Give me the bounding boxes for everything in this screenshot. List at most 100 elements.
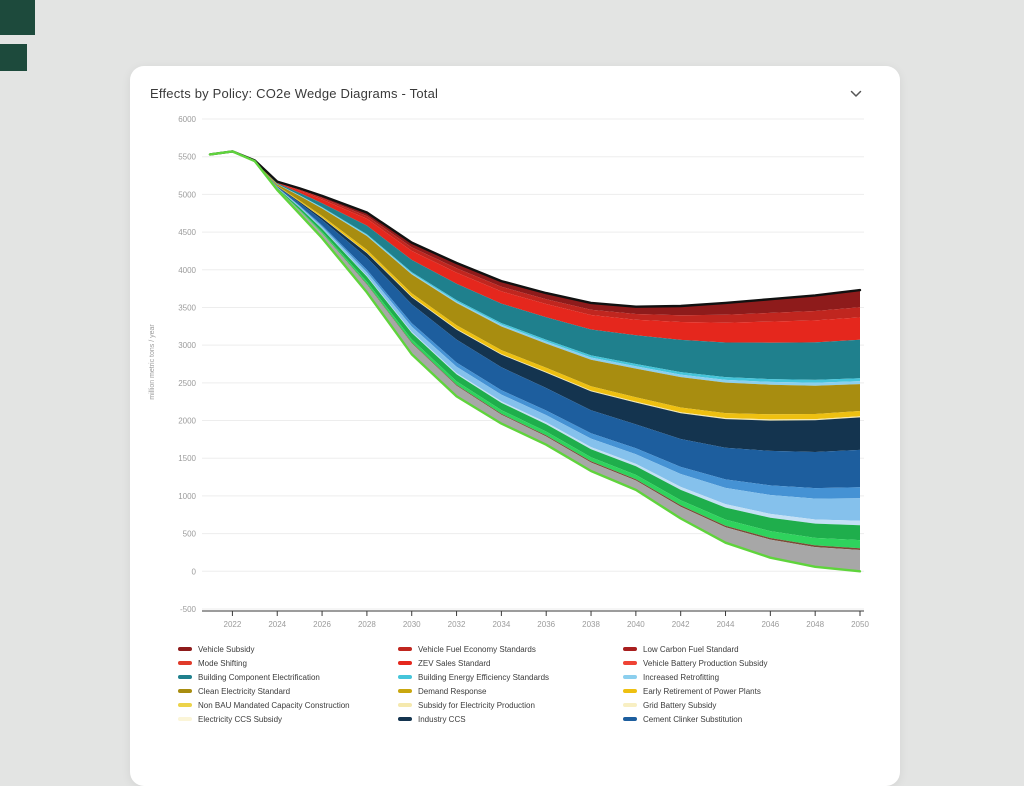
legend-label: Electricity CCS Subsidy: [198, 714, 283, 724]
x-tick-label: 2022: [224, 620, 242, 629]
y-tick-label: 3000: [178, 341, 196, 350]
y-tick-label: 4500: [178, 228, 196, 237]
legend-swatch: [398, 647, 412, 651]
y-tick-label: -500: [180, 605, 197, 614]
legend-swatch: [623, 703, 637, 707]
legend-item: Subsidy for Electricity Production: [398, 700, 623, 710]
decoration-square: [0, 0, 35, 35]
y-tick-label: 5500: [178, 153, 196, 162]
chevron-down-icon: [850, 90, 862, 97]
legend-label: Vehicle Subsidy: [198, 644, 255, 654]
legend-label: Building Component Electrification: [198, 672, 320, 682]
legend-label: Low Carbon Fuel Standard: [643, 644, 739, 654]
wedge-mode-shifting-zev-low-carbon-fuel-red-transport-band-: [210, 151, 860, 343]
legend-swatch: [623, 689, 637, 693]
legend-item: Low Carbon Fuel Standard: [623, 644, 888, 654]
x-tick-label: 2024: [268, 620, 286, 629]
legend-item: Grid Battery Subsidy: [623, 700, 888, 710]
legend-swatch: [623, 647, 637, 651]
legend-label: Subsidy for Electricity Production: [418, 700, 535, 710]
x-tick-label: 2030: [403, 620, 421, 629]
legend-label: Vehicle Battery Production Subsidy: [643, 658, 768, 668]
legend-item: Clean Electricity Standard: [178, 686, 398, 696]
legend-swatch: [178, 647, 192, 651]
legend-item: Increased Retrofitting: [623, 672, 888, 682]
legend-swatch: [178, 717, 192, 721]
legend-item: Building Component Electrification: [178, 672, 398, 682]
legend-swatch: [398, 717, 412, 721]
legend-item: Demand Response: [398, 686, 623, 696]
x-tick-label: 2042: [672, 620, 690, 629]
y-tick-label: 500: [183, 530, 197, 539]
y-tick-label: 0: [192, 567, 197, 576]
legend-label: Non BAU Mandated Capacity Construction: [198, 700, 350, 710]
collapse-panel-button[interactable]: [848, 88, 864, 100]
legend-label: Vehicle Fuel Economy Standards: [418, 644, 536, 654]
y-tick-label: 1500: [178, 454, 196, 463]
legend-label: Clean Electricity Standard: [198, 686, 291, 696]
decoration-square: [0, 44, 27, 71]
wedge-clean-electricity-standard: [210, 151, 860, 415]
x-tick-label: 2040: [627, 620, 645, 629]
legend-label: Early Retirement of Power Plants: [643, 686, 761, 696]
x-tick-label: 2026: [313, 620, 331, 629]
y-tick-label: 4000: [178, 266, 196, 275]
legend-swatch: [178, 661, 192, 665]
legend-swatch: [623, 717, 637, 721]
y-tick-label: 3500: [178, 303, 196, 312]
legend-swatch: [623, 661, 637, 665]
y-tick-label: 6000: [178, 115, 196, 124]
wedge-industry-ccs: [210, 151, 860, 452]
x-tick-label: 2034: [492, 620, 510, 629]
legend-label: Building Energy Efficiency Standards: [418, 672, 550, 682]
legend-item: Vehicle Battery Production Subsidy: [623, 658, 888, 668]
wedge-early-retirement-of-power-plants: [210, 151, 860, 420]
legend-swatch: [398, 675, 412, 679]
legend-item: Mode Shifting: [178, 658, 398, 668]
chart-panel: Effects by Policy: CO2e Wedge Diagrams -…: [130, 66, 900, 786]
wedge-building-energy-efficiency-standards: [210, 151, 860, 383]
wedge-vehicle-subsidy: [210, 151, 860, 316]
y-tick-label: 5000: [178, 190, 196, 199]
x-tick-label: 2038: [582, 620, 600, 629]
x-tick-label: 2028: [358, 620, 376, 629]
y-axis-title: million metric tons / year: [149, 324, 156, 400]
x-tick-label: 2050: [851, 620, 869, 629]
wedge-cement-clinker-substitution: [210, 151, 860, 489]
x-tick-label: 2036: [537, 620, 555, 629]
legend-item: Vehicle Subsidy: [178, 644, 398, 654]
legend-label: Grid Battery Subsidy: [643, 700, 717, 710]
legend-item: Cement Clinker Substitution: [623, 714, 888, 724]
legend-item: Building Energy Efficiency Standards: [398, 672, 623, 682]
legend-label: ZEV Sales Standard: [418, 658, 491, 668]
legend-item: Vehicle Fuel Economy Standards: [398, 644, 623, 654]
x-tick-label: 2048: [806, 620, 824, 629]
y-tick-label: 2500: [178, 379, 196, 388]
legend-swatch: [178, 689, 192, 693]
wedge-increased-retrofitting: [210, 151, 860, 386]
wedge-building-component-electrification: [210, 151, 860, 380]
wedge-vehicle-fuel-economy-standards: [210, 151, 860, 323]
legend-label: Industry CCS: [418, 714, 466, 724]
legend-swatch: [398, 661, 412, 665]
y-tick-label: 2000: [178, 417, 196, 426]
legend-swatch: [398, 689, 412, 693]
y-tick-label: 1000: [178, 492, 196, 501]
x-tick-label: 2044: [717, 620, 735, 629]
panel-title: Effects by Policy: CO2e Wedge Diagrams -…: [150, 86, 439, 101]
policy-scenario-line: [208, 150, 862, 573]
legend-label: Cement Clinker Substitution: [643, 714, 743, 724]
legend-item: ZEV Sales Standard: [398, 658, 623, 668]
legend-item: Non BAU Mandated Capacity Construction: [178, 700, 398, 710]
legend-label: Increased Retrofitting: [643, 672, 720, 682]
bau-emissions-line: [208, 150, 862, 308]
legend-item: Electricity CCS Subsidy: [178, 714, 398, 724]
legend-item: Industry CCS: [398, 714, 623, 724]
wedge-chart: 2022 2024 2026 2028 2030 2032 2034 2036 2038 2040…: [130, 104, 900, 639]
x-tick-label: 2032: [448, 620, 466, 629]
wedge-chart-svg: 2022 2024 2026 2028 2030 2032 2034 2036 2038 2040…: [149, 115, 869, 629]
legend-swatch: [623, 675, 637, 679]
legend-item: Early Retirement of Power Plants: [623, 686, 888, 696]
legend-swatch: [178, 703, 192, 707]
chart-legend: Vehicle Subsidy Vehicle Fuel Economy Stan…: [178, 644, 888, 724]
